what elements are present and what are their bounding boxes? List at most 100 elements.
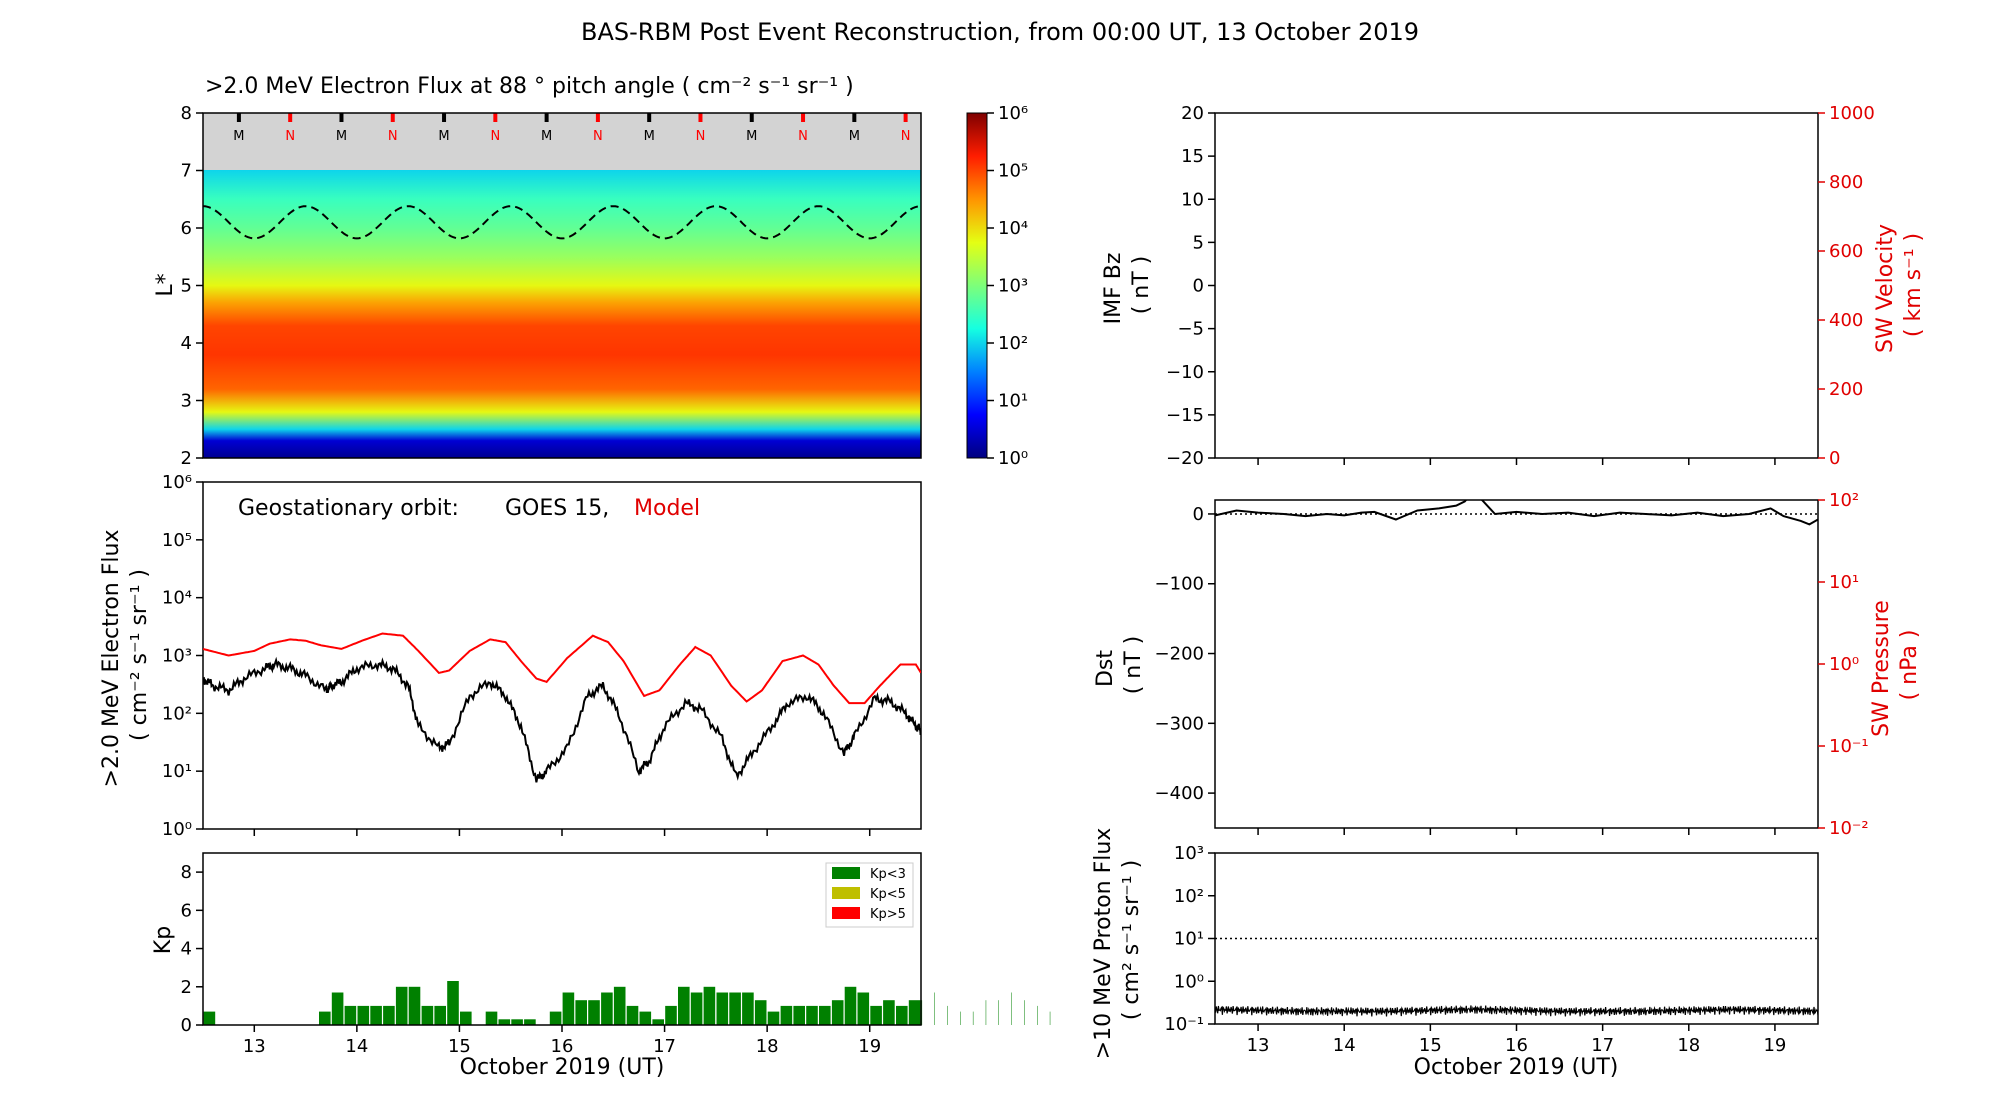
kp-bar bbox=[498, 1019, 511, 1025]
kp-bar bbox=[857, 992, 870, 1025]
y-tick-label: 10² bbox=[1829, 490, 1859, 511]
y-tick-label: 8 bbox=[181, 862, 192, 883]
dst-y-ticks: −400 −300 −200 −100 0 bbox=[1155, 504, 1215, 804]
dst-line bbox=[1215, 500, 1818, 526]
kp-bar bbox=[703, 986, 716, 1025]
y-tick-label: 10⁵ bbox=[998, 161, 1028, 182]
kp-bar bbox=[447, 981, 459, 1025]
kp-bar bbox=[485, 1011, 498, 1025]
kp-legend: Kp<3 Kp<5 Kp>5 bbox=[825, 862, 914, 928]
orbit-marker-label: N bbox=[285, 129, 295, 144]
y-tick-label: 0 bbox=[1193, 276, 1204, 297]
imf-y2label-line2: ( km s⁻¹ ) bbox=[1901, 233, 1926, 337]
orbit-marker-label: N bbox=[798, 129, 808, 144]
y-tick-label: 10² bbox=[998, 333, 1028, 354]
y-tick-label: 10³ bbox=[1174, 843, 1204, 864]
kp-frame bbox=[202, 852, 922, 1026]
flux-map-ylabel: L* bbox=[153, 273, 178, 296]
legend-goes: GOES 15, bbox=[505, 496, 609, 521]
y-tick-label: 10⁻¹ bbox=[1164, 1014, 1204, 1035]
y-tick-label: 2 bbox=[181, 977, 192, 998]
y-tick-label: 10⁶ bbox=[162, 472, 192, 493]
imf-panel: −20 −15 −10 −5 0 5 10 15 20 0 200 400 600 800 1000 IM… bbox=[1101, 103, 1926, 469]
x-tick-label: 13 bbox=[243, 1036, 266, 1057]
dst-y2-ticks: 10⁻² 10⁻¹ 10⁰ 10¹ 10² bbox=[1818, 490, 1869, 839]
y-tick-label: 10⁻¹ bbox=[1829, 736, 1869, 757]
kp-bar bbox=[716, 992, 729, 1025]
proton-ylabel-line1: >10 MeV Proton Flux bbox=[1091, 828, 1116, 1060]
kp-bar bbox=[844, 986, 857, 1025]
x-tick-label: 16 bbox=[551, 1036, 574, 1057]
dst-panel: −400 −300 −200 −100 0 10⁻² 10⁻¹ 10⁰ 10¹ 10² Dst … bbox=[1093, 490, 1922, 839]
kp-bar bbox=[319, 1011, 331, 1025]
y-tick-label: −200 bbox=[1155, 644, 1204, 665]
x-tick-label: 15 bbox=[1419, 1035, 1442, 1056]
proton-flux-line bbox=[1215, 1005, 1818, 1017]
kp-bar bbox=[395, 986, 408, 1025]
geo-flux-frame bbox=[202, 481, 922, 830]
proton-xlabel: October 2019 (UT) bbox=[1414, 1055, 1619, 1080]
orbit-marker-label: N bbox=[388, 129, 398, 144]
y-tick-label: 10⁵ bbox=[162, 530, 192, 551]
x-tick-label: 17 bbox=[1591, 1035, 1614, 1056]
x-tick-label: 14 bbox=[1333, 1035, 1356, 1056]
imf-ylabel: IMF Bz ( nT ) bbox=[1101, 246, 1154, 325]
kp-bar bbox=[767, 1011, 780, 1025]
dst-ylabel-line1: Dst bbox=[1093, 650, 1118, 687]
y-tick-label: 10³ bbox=[998, 276, 1028, 297]
y-tick-label: −400 bbox=[1155, 783, 1204, 804]
y-tick-label: 10⁰ bbox=[998, 448, 1028, 469]
kp-bar bbox=[985, 1000, 987, 1025]
kp-bar bbox=[331, 992, 344, 1025]
kp-bar bbox=[1024, 1000, 1025, 1025]
kp-bar bbox=[1037, 1005, 1038, 1025]
kp-legend-swatch-low bbox=[832, 867, 860, 879]
kp-bar bbox=[1011, 992, 1012, 1025]
kp-bar bbox=[819, 1005, 831, 1025]
x-tick-label: 14 bbox=[345, 1036, 368, 1057]
kp-bar bbox=[601, 992, 613, 1025]
proton-panel: 10⁻¹ 10⁰ 10¹ 10² 10³ 13 14 15 16 17 18 19 >10 MeV … bbox=[1091, 828, 1819, 1080]
y-tick-label: 400 bbox=[1829, 310, 1863, 331]
geo-ylabel-line1: >2.0 MeV Electron Flux bbox=[99, 530, 124, 788]
y-tick-label: 4 bbox=[181, 333, 192, 354]
y-tick-label: 4 bbox=[181, 939, 192, 960]
dst-y2label: SW Pressure ( nPa ) bbox=[1869, 593, 1922, 737]
y-tick-label: 1000 bbox=[1829, 103, 1875, 124]
kp-bar bbox=[831, 1000, 844, 1025]
kp-bar bbox=[203, 1011, 216, 1025]
kp-bar bbox=[344, 1005, 357, 1025]
y-tick-label: 10³ bbox=[162, 646, 192, 667]
geo-flux-panel: 10⁰ 10¹ 10² 10³ 10⁴ 10⁵ 10⁶ Geostationary orbi… bbox=[99, 472, 922, 840]
geo-flux-y-ticks: 10⁰ 10¹ 10² 10³ 10⁴ 10⁵ 10⁶ bbox=[162, 472, 871, 840]
y-tick-label: 10¹ bbox=[998, 391, 1028, 412]
y-tick-label: 10² bbox=[1174, 886, 1204, 907]
kp-bar bbox=[972, 1011, 974, 1025]
kp-bar bbox=[408, 986, 421, 1025]
kp-legend-mid: Kp<5 bbox=[870, 887, 906, 902]
imf-y2label: SW Velocity ( km s⁻¹ ) bbox=[1873, 217, 1926, 353]
kp-bar bbox=[588, 1000, 600, 1025]
y-tick-label: 10⁰ bbox=[162, 819, 192, 840]
x-tick-label: 16 bbox=[1505, 1035, 1528, 1056]
kp-xlabel: October 2019 (UT) bbox=[460, 1055, 665, 1080]
kp-legend-swatch-high bbox=[832, 907, 860, 919]
imf-y2-ticks: 0 200 400 600 800 1000 bbox=[1818, 103, 1875, 469]
proton-ylabel-line2: ( cm² s⁻¹ sr⁻¹ ) bbox=[1119, 860, 1144, 1020]
kp-bar bbox=[370, 1005, 382, 1025]
kp-bar bbox=[652, 1019, 664, 1025]
y-tick-label: 7 bbox=[181, 161, 192, 182]
colorbar bbox=[966, 112, 988, 459]
kp-bar bbox=[870, 1005, 882, 1025]
y-tick-label: 10¹ bbox=[1174, 929, 1204, 950]
y-tick-label: −10 bbox=[1166, 362, 1204, 383]
kp-bar bbox=[639, 1011, 652, 1025]
kp-bar bbox=[562, 992, 575, 1025]
y-tick-label: 800 bbox=[1829, 172, 1863, 193]
kp-bar bbox=[908, 1000, 921, 1025]
y-tick-label: 10 bbox=[1181, 189, 1204, 210]
kp-bar bbox=[960, 1011, 961, 1025]
y-tick-label: 10⁴ bbox=[162, 588, 192, 609]
imf-y2label-line1: SW Velocity bbox=[1873, 224, 1898, 353]
